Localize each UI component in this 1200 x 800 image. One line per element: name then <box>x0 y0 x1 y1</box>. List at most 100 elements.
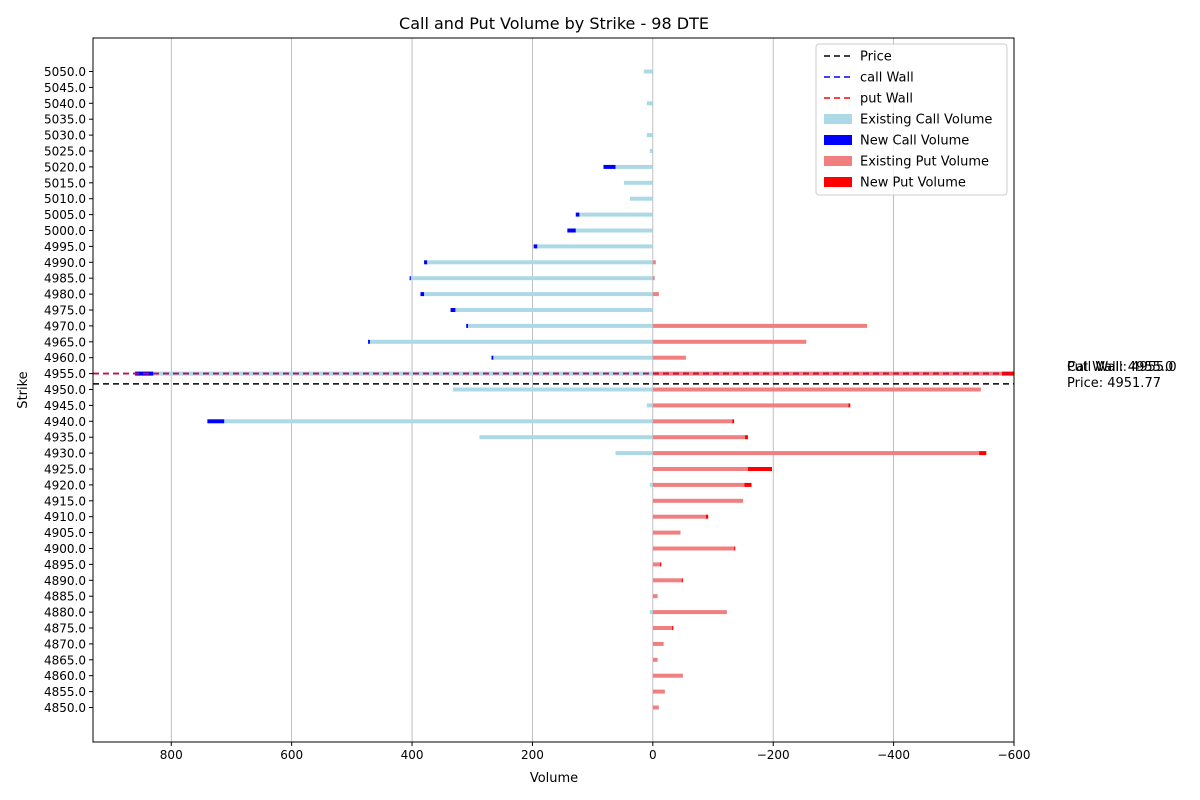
y-tick-label: 4970.0 <box>44 319 86 333</box>
bar-new-put-4920.0 <box>744 482 752 487</box>
bar-new-put-4895.0 <box>660 562 662 567</box>
y-tick-label: 4950.0 <box>44 383 86 397</box>
y-tick-label: 4900.0 <box>44 542 86 556</box>
bar-existing-put-4870.0 <box>652 641 664 646</box>
y-tick-label: 4960.0 <box>44 351 86 365</box>
y-tick-label: 5005.0 <box>44 208 86 222</box>
x-tick-label: −600 <box>998 748 1031 762</box>
bar-new-call-5020.0 <box>603 164 616 169</box>
y-tick-label: 4990.0 <box>44 256 86 270</box>
bar-new-put-4900.0 <box>734 546 736 551</box>
bar-new-call-4965.0 <box>368 339 370 344</box>
bar-existing-put-4880.0 <box>652 610 727 615</box>
bar-existing-put-4990.0 <box>652 260 656 265</box>
bar-existing-call-5015.0 <box>623 180 653 185</box>
bar-new-put-4875.0 <box>672 626 674 630</box>
x-tick-label: 0 <box>649 748 657 762</box>
y-tick-label: 4865.0 <box>44 653 86 667</box>
bar-new-call-5000.0 <box>567 228 576 233</box>
bar-existing-put-4910.0 <box>652 514 706 519</box>
bar-existing-call-5030.0 <box>646 133 653 138</box>
legend-label-existing-put-volume: Existing Put Volume <box>860 155 989 170</box>
y-tick-label: 4850.0 <box>44 701 86 715</box>
legend: Price call Wall put Wall Existing Call Volu… <box>815 43 1008 196</box>
bar-existing-put-4850.0 <box>652 705 659 710</box>
y-tick-label: 4925.0 <box>44 463 86 477</box>
x-tick-label: 600 <box>280 748 303 762</box>
bar-existing-put-4860.0 <box>652 673 683 678</box>
y-tick-label: 5030.0 <box>44 129 86 143</box>
y-tick-label: 4975.0 <box>44 304 86 318</box>
bar-existing-put-4945.0 <box>652 403 849 408</box>
x-tick-label: −400 <box>877 748 910 762</box>
bar-existing-put-4865.0 <box>652 657 658 662</box>
bar-existing-call-4945.0 <box>646 403 653 408</box>
bar-existing-put-4855.0 <box>652 689 665 694</box>
chart-title: Call and Put Volume by Strike - 98 DTE <box>399 14 709 33</box>
bar-new-put-4940.0 <box>732 419 735 424</box>
bar-new-put-4935.0 <box>744 435 748 440</box>
y-tick-label: 4880.0 <box>44 606 86 620</box>
bar-new-put-4910.0 <box>705 514 709 519</box>
bar-existing-call-4950.0 <box>452 387 653 392</box>
bar-existing-call-4990.0 <box>427 260 653 265</box>
y-tick-label: 5050.0 <box>44 65 86 79</box>
y-tick-label: 5015.0 <box>44 176 86 190</box>
bar-new-call-4980.0 <box>420 292 425 297</box>
bar-existing-put-4950.0 <box>652 387 981 392</box>
y-tick-label: 5025.0 <box>44 145 86 159</box>
bar-existing-call-4930.0 <box>615 451 653 456</box>
legend-swatch-new-put-volume <box>824 177 852 187</box>
call-wall-annotation: Call Wall: 4955.0 <box>1067 360 1177 375</box>
bar-existing-put-4900.0 <box>652 546 735 551</box>
y-tick-label: 4895.0 <box>44 558 86 572</box>
bar-existing-put-4935.0 <box>652 435 745 440</box>
bar-existing-put-4885.0 <box>652 594 658 599</box>
bar-new-put-4890.0 <box>681 578 683 583</box>
y-tick-label: 4920.0 <box>44 478 86 492</box>
bar-existing-call-5020.0 <box>615 164 653 169</box>
bar-existing-put-4920.0 <box>652 482 745 487</box>
bar-existing-call-5025.0 <box>649 149 653 153</box>
y-tick-label: 5020.0 <box>44 160 86 174</box>
bar-existing-call-5040.0 <box>646 101 653 106</box>
bar-existing-call-4920.0 <box>649 482 653 487</box>
bar-existing-call-4960.0 <box>493 355 653 360</box>
y-tick-label: 4855.0 <box>44 685 86 699</box>
y-tick-label: 5045.0 <box>44 81 86 95</box>
bar-existing-call-4980.0 <box>424 292 653 297</box>
bar-new-call-4975.0 <box>450 308 456 312</box>
y-tick-label: 5035.0 <box>44 113 86 127</box>
legend-swatch-existing-call-volume <box>824 114 852 124</box>
bar-existing-call-4935.0 <box>479 435 653 440</box>
legend-label-put-wall: put Wall <box>860 92 913 107</box>
x-axis-label: Volume <box>530 771 578 786</box>
bar-existing-put-4925.0 <box>652 467 748 471</box>
x-tick-label: −200 <box>757 748 790 762</box>
y-tick-label: 4965.0 <box>44 335 86 349</box>
y-tick-label: 5010.0 <box>44 192 86 206</box>
y-tick-label: 4955.0 <box>44 367 86 381</box>
y-tick-label: 4935.0 <box>44 431 86 445</box>
bar-new-call-4985.0 <box>409 276 411 281</box>
x-tick-label: 400 <box>401 748 424 762</box>
legend-frame <box>815 43 1008 196</box>
legend-label-call-wall: call Wall <box>860 71 914 86</box>
bar-existing-put-4875.0 <box>652 626 673 630</box>
y-axis-label: Strike <box>16 371 31 408</box>
bar-existing-call-4985.0 <box>410 276 653 281</box>
line-layer <box>93 372 1014 385</box>
y-tick-label: 4885.0 <box>44 590 86 604</box>
y-tick-label: 4930.0 <box>44 447 86 461</box>
bar-existing-put-4915.0 <box>652 498 744 503</box>
bar-new-call-5005.0 <box>575 212 580 217</box>
bar-existing-call-4940.0 <box>224 419 653 424</box>
legend-swatch-new-call-volume <box>824 135 852 145</box>
put-wall-annotation: Put Wall: 4955.0 <box>1067 360 1173 375</box>
y-tick-label: 4910.0 <box>44 510 86 524</box>
bar-existing-put-4965.0 <box>652 339 807 344</box>
y-tick-label: 5040.0 <box>44 97 86 111</box>
bar-existing-put-4890.0 <box>652 578 682 583</box>
bar-existing-put-4905.0 <box>652 530 681 535</box>
